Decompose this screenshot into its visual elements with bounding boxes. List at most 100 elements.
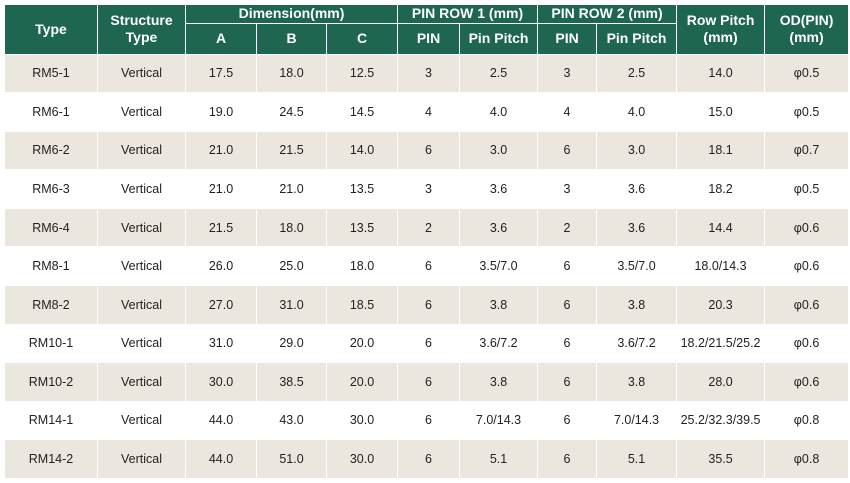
cell-type: RM10-2 (4, 362, 98, 402)
cell-dim-b: 43.0 (256, 400, 327, 441)
cell-pin-2: 3 (537, 53, 598, 94)
cell-row-pitch: 35.5 (676, 439, 766, 479)
cell-dim-a: 44.0 (185, 439, 257, 479)
cell-dim-c: 20.0 (325, 323, 399, 364)
cell-dim-b: 38.5 (256, 362, 327, 402)
cell-dim-c: 18.0 (325, 246, 399, 286)
cell-row-pitch: 18.2/21.5/25.2 (676, 323, 766, 364)
cell-dim-a: 30.0 (185, 362, 257, 402)
header-pin-row-1: PIN ROW 1 (mm) (397, 4, 539, 24)
cell-pin-pitch-2: 3.8 (596, 284, 678, 325)
cell-pin-pitch-2: 3.6 (596, 207, 678, 248)
cell-row-pitch: 14.0 (676, 53, 766, 94)
header-dim-a: A (185, 22, 257, 55)
cell-dim-a: 31.0 (185, 323, 257, 364)
table-row: RM5-1 Vertical 17.5 18.0 12.5 3 2.5 3 2.5 14.0 φ0.… (4, 53, 850, 94)
cell-pin-pitch-2: 3.6/7.2 (596, 323, 678, 364)
cell-pin-1: 4 (397, 92, 461, 132)
cell-pin-pitch-2: 3.8 (596, 362, 678, 402)
cell-pin-pitch-2: 2.5 (596, 53, 678, 94)
cell-od-pin: φ0.6 (764, 362, 850, 402)
cell-row-pitch: 28.0 (676, 362, 766, 402)
cell-dim-c: 12.5 (325, 53, 399, 94)
cell-structure: Vertical (97, 92, 186, 132)
cell-od-pin: φ0.5 (764, 92, 850, 132)
spec-table: Type Structure Type Dimension(mm) PIN RO… (4, 4, 850, 479)
cell-dim-a: 21.0 (185, 130, 257, 171)
cell-type: RM6-2 (4, 130, 98, 171)
cell-dim-c: 14.0 (325, 130, 399, 171)
cell-od-pin: φ0.6 (764, 284, 850, 325)
cell-row-pitch: 18.2 (676, 169, 766, 209)
cell-structure: Vertical (97, 323, 186, 364)
cell-od-pin: φ0.6 (764, 207, 850, 248)
header-dim-b: B (256, 22, 327, 55)
cell-dim-c: 13.5 (325, 207, 399, 248)
table-row: RM14-1 Vertical 44.0 43.0 30.0 6 7.0/14.3 6 7.0/… (4, 400, 850, 441)
cell-structure: Vertical (97, 284, 186, 325)
table-row: RM8-1 Vertical 26.0 25.0 18.0 6 3.5/7.0 6 3.5/7.… (4, 246, 850, 286)
header-type: Type (4, 4, 98, 55)
cell-pin-2: 6 (537, 362, 598, 402)
table-row: RM6-3 Vertical 21.0 21.0 13.5 3 3.6 3 3.6 18.2 φ0.… (4, 169, 850, 209)
cell-pin-1: 6 (397, 439, 461, 479)
cell-pin-pitch-2: 7.0/14.3 (596, 400, 678, 441)
cell-type: RM6-4 (4, 207, 98, 248)
cell-dim-b: 21.5 (256, 130, 327, 171)
cell-dim-a: 44.0 (185, 400, 257, 441)
header-row-1: Type Structure Type Dimension(mm) PIN RO… (4, 4, 850, 55)
header-pin-pitch-1: Pin Pitch (459, 22, 539, 55)
cell-pin-pitch-1: 2.5 (459, 53, 539, 94)
cell-pin-pitch-1: 3.8 (459, 362, 539, 402)
header-pin-2: PIN (537, 22, 598, 55)
cell-pin-2: 6 (537, 284, 598, 325)
cell-structure: Vertical (97, 400, 186, 441)
cell-dim-b: 24.5 (256, 92, 327, 132)
header-pin-row-2: PIN ROW 2 (mm) (537, 4, 678, 24)
cell-structure: Vertical (97, 362, 186, 402)
table-row: RM6-1 Vertical 19.0 24.5 14.5 4 4.0 4 4.0 15.0 φ0.… (4, 92, 850, 132)
cell-pin-2: 6 (537, 400, 598, 441)
cell-dim-c: 18.5 (325, 284, 399, 325)
cell-type: RM14-2 (4, 439, 98, 479)
cell-dim-c: 30.0 (325, 439, 399, 479)
cell-pin-1: 6 (397, 362, 461, 402)
table-row: RM6-4 Vertical 21.5 18.0 13.5 2 3.6 2 3.6 14.4 φ0.… (4, 207, 850, 248)
cell-pin-pitch-2: 4.0 (596, 92, 678, 132)
cell-structure: Vertical (97, 246, 186, 286)
header-dim-c: C (325, 22, 399, 55)
cell-pin-pitch-1: 3.6/7.2 (459, 323, 539, 364)
cell-od-pin: φ0.5 (764, 169, 850, 209)
cell-dim-c: 20.0 (325, 362, 399, 402)
cell-od-pin: φ0.6 (764, 323, 850, 364)
cell-pin-1: 3 (397, 53, 461, 94)
header-pin-pitch-2: Pin Pitch (596, 22, 678, 55)
cell-dim-a: 19.0 (185, 92, 257, 132)
cell-od-pin: φ0.5 (764, 53, 850, 94)
header-pin-1: PIN (397, 22, 461, 55)
cell-pin-2: 6 (537, 130, 598, 171)
table-row: RM6-2 Vertical 21.0 21.5 14.0 6 3.0 6 3.0 18.1 φ0.… (4, 130, 850, 171)
cell-dim-c: 13.5 (325, 169, 399, 209)
cell-pin-1: 2 (397, 207, 461, 248)
cell-type: RM8-1 (4, 246, 98, 286)
cell-type: RM8-2 (4, 284, 98, 325)
cell-dim-a: 21.0 (185, 169, 257, 209)
cell-dim-b: 25.0 (256, 246, 327, 286)
cell-structure: Vertical (97, 207, 186, 248)
cell-row-pitch: 14.4 (676, 207, 766, 248)
cell-pin-pitch-2: 3.0 (596, 130, 678, 171)
cell-pin-pitch-2: 3.6 (596, 169, 678, 209)
table-row: RM14-2 Vertical 44.0 51.0 30.0 6 5.1 6 5.1 35.5 φ0… (4, 439, 850, 479)
cell-dim-a: 17.5 (185, 53, 257, 94)
cell-pin-pitch-1: 3.8 (459, 284, 539, 325)
table-row: RM10-1 Vertical 31.0 29.0 20.0 6 3.6/7.2 6 3.6/7… (4, 323, 850, 364)
cell-pin-pitch-1: 3.6 (459, 169, 539, 209)
cell-type: RM5-1 (4, 53, 98, 94)
cell-pin-1: 3 (397, 169, 461, 209)
cell-pin-2: 6 (537, 246, 598, 286)
header-row-2: A B C PIN Pin Pitch PIN Pin Pitch (5, 22, 849, 55)
header-od-pin: OD(PIN) (mm) (764, 4, 850, 55)
cell-row-pitch: 18.1 (676, 130, 766, 171)
cell-structure: Vertical (97, 169, 186, 209)
